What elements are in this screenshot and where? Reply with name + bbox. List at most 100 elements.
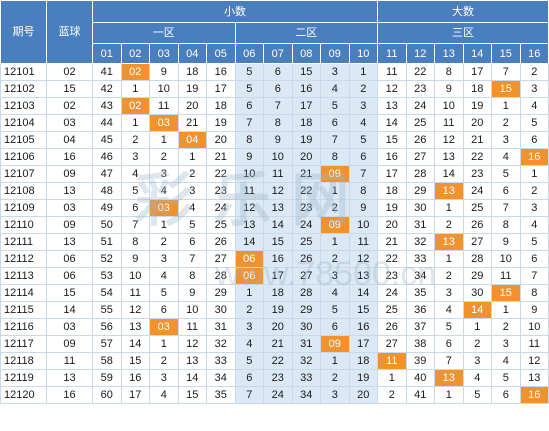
omission-cell: 42 xyxy=(92,80,122,98)
column-number-row: 01 02 03 04 05 06 07 08 09 10 11 12 13 14 15 16 xyxy=(1,43,549,64)
omission-cell: 38 xyxy=(405,335,435,353)
omission-cell: 9 xyxy=(234,148,264,166)
omission-cell: 60 xyxy=(92,386,122,404)
omission-cell: 6 xyxy=(348,148,378,166)
omission-cell: 13 xyxy=(348,267,378,285)
table-row: 12118 11 58 15 2 13 33 5 22 32 1 18 11 39 7 3 4 12 xyxy=(0,352,549,370)
omission-cell: 9 xyxy=(263,131,293,149)
issue-cell: 12104 xyxy=(0,114,47,132)
omission-cell: 4 xyxy=(491,148,521,166)
omission-cell: 19 xyxy=(263,301,293,319)
omission-cell: 35 xyxy=(206,386,236,404)
omission-cell: 1 xyxy=(434,386,464,404)
omission-cell: 27 xyxy=(405,148,435,166)
blue-header: 蓝球 xyxy=(46,0,93,64)
omission-cell: 12 xyxy=(120,301,150,319)
big-group-header: 大数 xyxy=(377,0,549,23)
omission-cell: 13 xyxy=(120,318,150,336)
omission-cell: 13 xyxy=(377,97,407,115)
omission-cell: 3 xyxy=(149,250,179,268)
omission-cell: 2 xyxy=(491,114,521,132)
column-header-09: 09 xyxy=(320,43,350,64)
omission-cell: 6 xyxy=(234,97,264,115)
omission-cell: 17 xyxy=(348,335,378,353)
omission-cell: 2 xyxy=(149,233,179,251)
table-row: 12113 06 53 10 4 8 28 06 17 27 3 13 23 34 2 29 11 7 xyxy=(0,267,549,285)
omission-cell: 27 xyxy=(462,233,492,251)
omission-cell: 31 xyxy=(206,318,236,336)
omission-cell: 16 xyxy=(348,318,378,336)
omission-cell: 34 xyxy=(291,386,321,404)
omission-cell: 10 xyxy=(263,148,293,166)
hit-cell: 03 xyxy=(149,199,179,217)
omission-cell: 19 xyxy=(348,369,378,387)
column-header-01: 01 xyxy=(92,43,122,64)
omission-cell: 4 xyxy=(491,352,521,370)
column-header-05: 05 xyxy=(206,43,236,64)
omission-cell: 5 xyxy=(234,63,264,81)
omission-cell: 7 xyxy=(234,386,264,404)
blue-ball-cell: 13 xyxy=(46,233,93,251)
omission-cell: 8 xyxy=(234,131,264,149)
omission-cell: 32 xyxy=(206,335,236,353)
omission-cell: 1 xyxy=(149,131,179,149)
issue-cell: 12101 xyxy=(0,63,47,81)
omission-cell: 20 xyxy=(291,148,321,166)
blue-ball-cell: 03 xyxy=(46,199,93,217)
omission-cell: 9 xyxy=(177,284,207,302)
issue-cell: 12116 xyxy=(0,318,47,336)
blue-ball-cell: 09 xyxy=(46,165,93,183)
omission-cell: 16 xyxy=(291,80,321,98)
omission-cell: 31 xyxy=(291,335,321,353)
omission-cell: 2 xyxy=(348,80,378,98)
omission-cell: 12 xyxy=(177,335,207,353)
omission-cell: 19 xyxy=(291,131,321,149)
issue-cell: 12109 xyxy=(0,199,47,217)
issue-cell: 12113 xyxy=(0,267,47,285)
omission-cell: 7 xyxy=(177,250,207,268)
hit-cell: 09 xyxy=(320,216,350,234)
omission-cell: 12 xyxy=(434,131,464,149)
omission-cell: 5 xyxy=(519,114,549,132)
issue-cell: 12111 xyxy=(0,233,47,251)
omission-cell: 43 xyxy=(92,97,122,115)
omission-cell: 3 xyxy=(519,80,549,98)
omission-cell: 34 xyxy=(206,369,236,387)
omission-cell: 15 xyxy=(120,352,150,370)
blue-ball-cell: 13 xyxy=(46,182,93,200)
omission-cell: 6 xyxy=(519,250,549,268)
hit-cell: 03 xyxy=(149,114,179,132)
omission-cell: 25 xyxy=(405,114,435,132)
omission-cell: 28 xyxy=(462,250,492,268)
column-header-10: 10 xyxy=(348,43,378,64)
issue-cell: 12106 xyxy=(0,148,47,166)
table-row: 12120 16 60 17 4 15 35 7 24 34 3 20 2 41 1 5 6 16 xyxy=(0,386,549,404)
omission-cell: 13 xyxy=(434,148,464,166)
omission-cell: 29 xyxy=(462,267,492,285)
table-header: 期号 蓝球 小数 大数 一区 二区 三区 01 02 03 04 05 06 07 08 09 1… xyxy=(0,0,549,64)
omission-cell: 6 xyxy=(263,63,293,81)
omission-cell: 5 xyxy=(120,182,150,200)
omission-cell: 23 xyxy=(377,267,407,285)
omission-cell: 5 xyxy=(234,80,264,98)
omission-cell: 2 xyxy=(519,182,549,200)
omission-cell: 15 xyxy=(377,131,407,149)
omission-cell: 23 xyxy=(206,182,236,200)
omission-cell: 1 xyxy=(348,63,378,81)
omission-cell: 2 xyxy=(149,352,179,370)
issue-cell: 12115 xyxy=(0,301,47,319)
omission-cell: 12 xyxy=(263,182,293,200)
omission-cell: 5 xyxy=(177,216,207,234)
issue-cell: 12110 xyxy=(0,216,47,234)
omission-cell: 25 xyxy=(462,199,492,217)
issue-cell: 12103 xyxy=(0,97,47,115)
issue-cell: 12102 xyxy=(0,80,47,98)
column-header-06: 06 xyxy=(234,43,264,64)
omission-cell: 53 xyxy=(92,267,122,285)
omission-cell: 14 xyxy=(234,233,264,251)
table-body: 12101 02 41 02 9 18 16 5 6 15 3 1 11 22 8 17 7 2 12102 15 42… xyxy=(0,63,549,404)
omission-cell: 18 xyxy=(462,80,492,98)
column-header-07: 07 xyxy=(263,43,293,64)
omission-cell: 11 xyxy=(348,233,378,251)
blue-ball-cell: 15 xyxy=(46,284,93,302)
